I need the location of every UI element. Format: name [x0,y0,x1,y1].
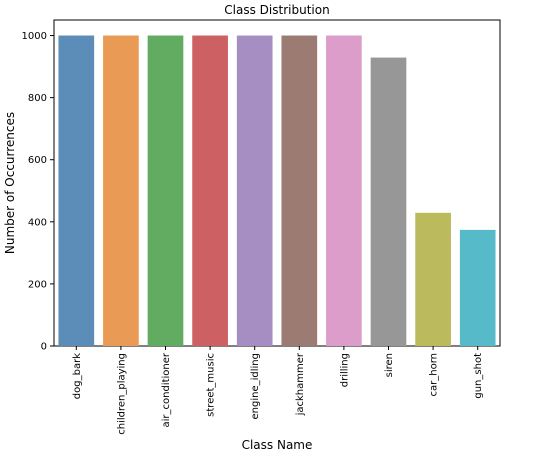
bar-group [58,35,496,347]
x-tick-label: jackhammer [295,352,306,416]
x-tick-label: children_playing [116,353,127,435]
x-tick-label: street_music [206,353,217,417]
bar-drilling [326,35,362,347]
x-axis: dog_bark children_playing air_conditioner s… [72,346,484,435]
plot-area-frame [53,19,501,347]
y-tick-label: 600 [28,155,47,166]
y-tick-label: 0 [41,342,47,353]
bar-engine-idling [236,35,273,347]
chart-title: Class Distribution [224,3,329,17]
x-axis-label: Class Name [242,438,313,452]
x-tick-label: gun_shot [473,353,484,399]
x-tick-label: drilling [339,353,350,387]
y-tick-label: 800 [28,93,47,104]
y-axis-label: Number of Occurrences [3,112,17,254]
y-tick-label: 200 [28,279,47,290]
bar-children-playing [103,35,139,347]
bar-street-music [192,35,228,347]
bar-dog-bark [58,35,95,347]
x-tick-label: car_horn [429,353,440,396]
x-tick-label: siren [384,353,395,377]
bar-gun-shot [459,229,496,346]
y-tick-label: 1000 [22,31,47,42]
bar-jackhammer [281,35,318,347]
bar-siren [370,57,407,346]
y-tick-label: 400 [28,217,47,228]
x-tick-label: air_conditioner [161,352,172,427]
y-axis: 0 200 400 600 800 1000 [22,31,54,353]
bar-car-horn [415,212,451,346]
x-tick-label: engine_idling [250,353,261,419]
x-tick-label: dog_bark [72,353,83,399]
bar-air-conditioner [147,35,184,347]
